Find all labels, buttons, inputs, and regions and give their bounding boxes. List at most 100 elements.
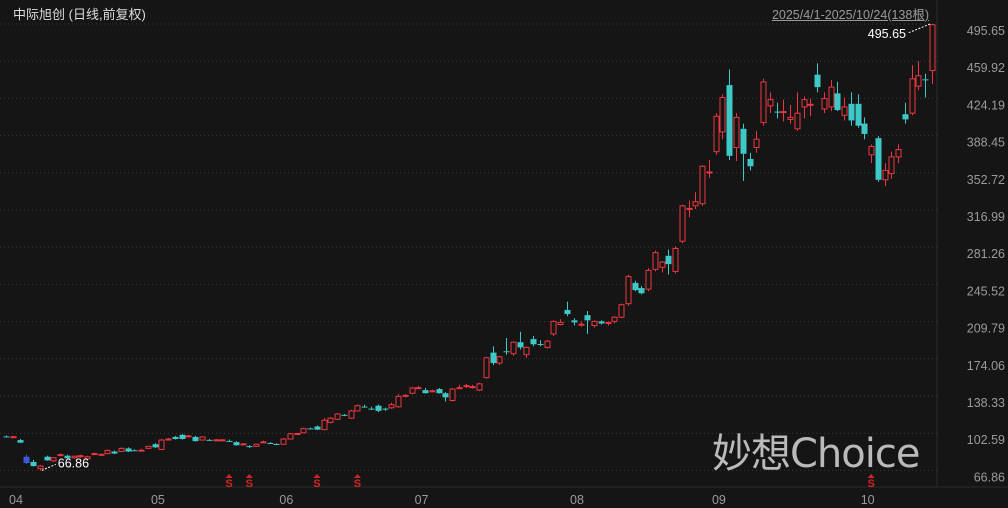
- signal-label: S: [354, 478, 361, 490]
- candle: [618, 303, 625, 319]
- candle-body: [3, 436, 10, 438]
- candle: [199, 436, 206, 441]
- candle-body: [855, 103, 862, 126]
- x-tick-label: 10: [861, 493, 875, 507]
- signal-arrow-icon: [245, 474, 253, 478]
- candle-body: [64, 455, 71, 459]
- candle: [611, 316, 618, 324]
- candle: [246, 445, 253, 448]
- candle-body: [902, 114, 909, 120]
- signal-marker: S: [867, 474, 875, 490]
- candle: [23, 454, 30, 465]
- candle-body: [172, 436, 179, 440]
- signal-arrow-icon: [313, 474, 321, 478]
- candle-body: [740, 128, 747, 154]
- candle-body: [591, 320, 598, 327]
- candle-body: [882, 169, 889, 181]
- candle: [158, 439, 165, 450]
- candle: [382, 407, 389, 411]
- candle-body: [213, 439, 220, 442]
- candle-body: [17, 440, 24, 443]
- candle-body: [564, 309, 571, 315]
- candle: [415, 385, 422, 390]
- annotation-arrow: [907, 23, 931, 34]
- candle-body: [483, 357, 490, 379]
- candle-body: [625, 276, 632, 305]
- candle-body: [530, 339, 537, 345]
- candle: [192, 435, 199, 442]
- candle: [828, 79, 835, 112]
- y-tick-label: 352.72: [967, 173, 1005, 187]
- candle-body: [929, 24, 936, 71]
- candle-body: [348, 410, 355, 419]
- candle: [442, 392, 449, 402]
- candle-body: [341, 414, 348, 416]
- candle-body: [875, 138, 882, 180]
- candle: [77, 454, 84, 458]
- signal-arrow-icon: [353, 474, 361, 478]
- candle: [841, 97, 848, 121]
- candle-body: [409, 387, 416, 394]
- min-price-label: 66.86: [58, 456, 89, 470]
- candle-body: [794, 112, 801, 130]
- candle: [801, 96, 808, 119]
- candle-body: [469, 386, 476, 389]
- candle: [152, 443, 159, 448]
- candle: [550, 320, 557, 336]
- x-tick-label: 07: [415, 493, 429, 507]
- chart-title: 中际旭创 (日线,前复权): [13, 7, 146, 22]
- signal-label: S: [225, 478, 232, 490]
- candle-body: [767, 99, 774, 107]
- candle-body: [692, 201, 699, 207]
- candle: [469, 384, 476, 389]
- candle: [300, 427, 307, 434]
- signal-label: S: [246, 478, 253, 490]
- x-tick-label: 08: [570, 493, 584, 507]
- candle: [632, 280, 639, 292]
- candle-body: [652, 252, 659, 270]
- candle: [760, 78, 767, 126]
- candle-body: [321, 419, 328, 431]
- candle-body: [253, 443, 260, 447]
- candle-body: [537, 343, 544, 345]
- x-tick-label: 05: [151, 493, 165, 507]
- candle: [780, 99, 787, 122]
- candle: [395, 394, 402, 408]
- candle-body: [841, 106, 848, 116]
- candle-body: [618, 304, 625, 318]
- candle: [165, 437, 172, 441]
- candle: [672, 246, 679, 274]
- candle: [794, 92, 801, 131]
- candle-body: [334, 413, 341, 420]
- signal-marker: S: [354, 474, 361, 490]
- candle-body: [747, 158, 754, 167]
- candle: [767, 92, 774, 114]
- candle: [598, 320, 605, 325]
- y-tick-label: 388.45: [967, 136, 1005, 150]
- candle-body: [463, 385, 470, 388]
- candle-body: [246, 446, 253, 448]
- candle: [368, 406, 375, 410]
- signal-label: S: [313, 478, 320, 490]
- candle: [476, 382, 483, 392]
- candle-body: [165, 438, 172, 441]
- candle: [821, 92, 828, 114]
- candle-body: [578, 323, 585, 326]
- candle: [314, 425, 321, 431]
- date-range-link[interactable]: 2025/4/1-2025/10/24(138根): [771, 8, 929, 22]
- candle-body: [125, 448, 132, 452]
- candle: [185, 434, 192, 438]
- signal-label: S: [867, 478, 874, 490]
- candle-body: [158, 439, 165, 450]
- candle: [138, 448, 145, 452]
- candle-body: [233, 442, 240, 446]
- candle: [3, 435, 10, 438]
- candle-body: [922, 79, 929, 81]
- candle: [436, 388, 443, 394]
- candle: [740, 123, 747, 181]
- candle: [402, 394, 409, 398]
- candle-body: [131, 450, 138, 452]
- candle-body: [327, 417, 334, 423]
- candle-body: [368, 408, 375, 410]
- y-tick-label: 102.59: [967, 433, 1005, 447]
